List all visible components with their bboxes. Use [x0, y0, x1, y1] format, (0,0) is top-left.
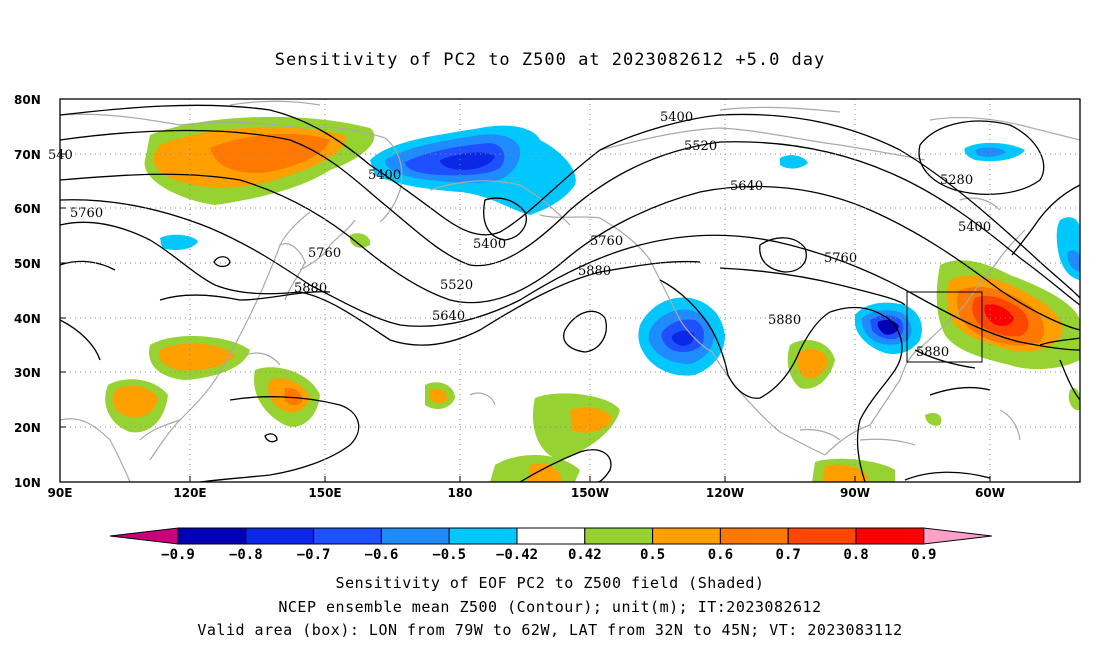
colorbar-low-triangle	[109, 527, 179, 545]
colorbar-tick-label: 0.9	[911, 547, 936, 563]
contour-label: 5880	[294, 281, 327, 296]
colorbar-segment	[448, 527, 518, 545]
colorbar-tick-label: 0.7	[776, 547, 801, 563]
colorbar-segment	[787, 527, 857, 545]
coastlines	[60, 100, 1080, 482]
lat-label: 30N	[14, 366, 41, 380]
valid-area-box	[906, 291, 983, 363]
contour-label: 5640	[432, 309, 465, 324]
contour-label: 5640	[730, 179, 763, 194]
longitude-labels: 90E 120E 150E 180 150W 120W 90W 60W	[48, 486, 1005, 500]
lon-label: 120W	[706, 486, 744, 500]
lat-label: 70N	[14, 148, 41, 162]
map-frame	[59, 98, 1081, 483]
colorbar-tick-label: 0.8	[843, 547, 868, 563]
contour-labels: 540 5760 5400 5400 5520 5640 5760 5880 5…	[48, 110, 991, 360]
colorbar-segment	[719, 527, 789, 545]
lat-label: 40N	[14, 312, 41, 326]
colorbar	[109, 527, 992, 545]
lon-label: 150E	[308, 486, 341, 500]
lon-label: 150W	[571, 486, 609, 500]
contour-label: 5880	[916, 345, 949, 360]
contour-label: 5760	[70, 206, 103, 221]
contour-label: 5400	[473, 237, 506, 252]
contour-label: 5760	[308, 246, 341, 261]
caption-line-1: Sensitivity of EOF PC2 to Z500 field (Sh…	[335, 574, 765, 592]
lat-label: 80N	[14, 93, 41, 107]
lat-label: 10N	[14, 476, 41, 490]
contour-label: 5760	[824, 251, 857, 266]
contour-label: 5760	[590, 234, 623, 249]
colorbar-tick-label: −0.42	[496, 547, 538, 563]
lon-label: 180	[447, 486, 472, 500]
lat-label: 20N	[14, 421, 41, 435]
colorbar-segment	[652, 527, 721, 545]
z500-contours	[60, 104, 1080, 482]
axis-ticks	[59, 98, 991, 482]
colorbar-tick-label: 0.6	[708, 547, 733, 563]
caption-line-2: NCEP ensemble mean Z500 (Contour); unit(…	[278, 598, 822, 616]
gridlines	[60, 99, 1080, 482]
contour-label: 5280	[940, 173, 973, 188]
colorbar-segment	[855, 527, 925, 545]
lat-label: 60N	[14, 202, 41, 216]
contour-label: 5880	[578, 264, 611, 279]
lon-label: 60W	[975, 486, 1005, 500]
colorbar-tick-label: 0.42	[568, 547, 602, 563]
colorbar-tick-label: −0.5	[432, 547, 466, 563]
colorbar-tick-label: 0.5	[640, 547, 665, 563]
colorbar-tick-label: −0.7	[297, 547, 331, 563]
page-title: Sensitivity of PC2 to Z500 at 2023082612…	[274, 50, 826, 70]
colorbar-segment	[380, 527, 450, 545]
colorbar-segment	[245, 527, 315, 545]
caption-line-3: Valid area (box): LON from 79W to 62W, L…	[197, 621, 903, 639]
lon-label: 90E	[48, 486, 73, 500]
colorbar-high-triangle	[923, 527, 992, 545]
colorbar-tick-label: −0.8	[229, 547, 263, 563]
contour-label: 5400	[368, 168, 401, 183]
contour-label: 5520	[440, 278, 473, 293]
contour-label: 5880	[768, 313, 801, 328]
contour-label: 5400	[660, 110, 693, 125]
colorbar-segment	[313, 527, 382, 545]
colorbar-segment	[177, 527, 247, 545]
lat-label: 50N	[14, 257, 41, 271]
negative-sensitivity-shading	[160, 125, 1080, 376]
colorbar-segment	[584, 527, 654, 545]
lon-label: 90W	[840, 486, 870, 500]
contour-label: 5520	[684, 139, 717, 154]
colorbar-tick-label: −0.9	[161, 547, 195, 563]
latitude-labels: 80N 70N 60N 50N 40N 30N 20N 10N	[14, 93, 41, 490]
colorbar-labels: −0.9 −0.8 −0.7 −0.6 −0.5 −0.42 0.42 0.5 0.6 0.7 0.…	[161, 547, 936, 563]
colorbar-tick-label: −0.6	[365, 547, 399, 563]
lon-label: 120E	[173, 486, 206, 500]
colorbar-segment	[516, 527, 586, 545]
contour-label: 5400	[958, 220, 991, 235]
